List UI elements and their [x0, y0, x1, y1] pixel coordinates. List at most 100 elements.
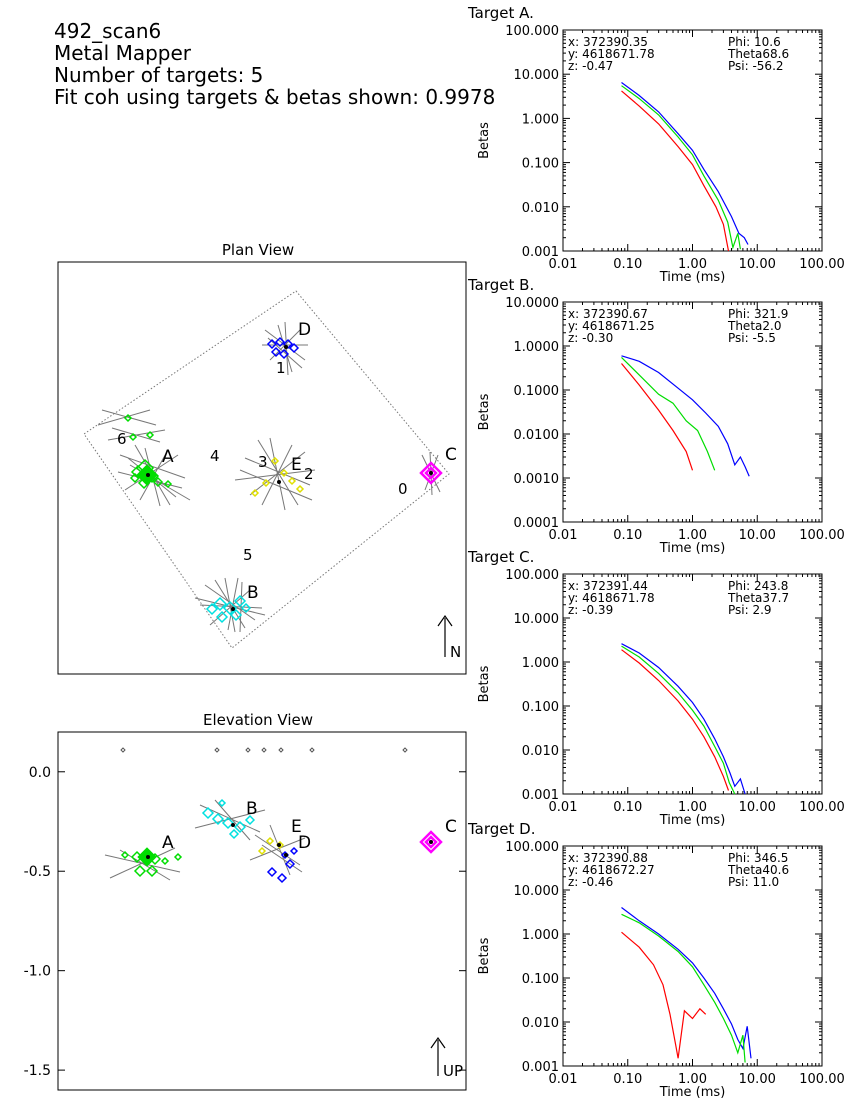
- beta-ytick-label: 1.000: [522, 656, 559, 671]
- plan-center-d: [284, 345, 288, 349]
- beta-info-theta: Theta68.6: [727, 47, 789, 61]
- beta-info-psi: Psi: 11.0: [728, 875, 779, 889]
- plan-number-3: 3: [258, 453, 268, 471]
- beta-panel-ylabel: Betas: [477, 122, 492, 159]
- elevation-center-c: [429, 840, 433, 844]
- elevation-label-a: A: [162, 833, 174, 853]
- beta-info-phi: Phi: 243.8: [728, 579, 788, 593]
- plan-label-b: B: [247, 583, 259, 603]
- beta-info-phi: Phi: 321.9: [728, 307, 788, 321]
- beta-panel-ylabel: Betas: [477, 393, 492, 430]
- beta-panel-title: Target D.: [467, 820, 536, 838]
- beta-info-y: y: 4618671.25: [568, 319, 655, 333]
- north-label: N: [450, 643, 461, 661]
- elevation-markers-b: [201, 798, 256, 840]
- beta-series-blue: [621, 907, 752, 1059]
- beta-series-green: [621, 913, 746, 1063]
- elevation-view-frame: [57, 731, 467, 1091]
- plan-label-c: C: [445, 445, 457, 465]
- plan-center-c: [429, 471, 433, 475]
- beta-info-z: z: -0.30: [568, 331, 613, 345]
- beta-info-y: y: 4618671.78: [568, 47, 655, 61]
- elevation-label-c: C: [445, 817, 457, 837]
- beta-series-blue: [621, 355, 750, 477]
- plan-number-6: 6: [117, 430, 127, 448]
- beta-ytick-label: 0.0100: [514, 428, 560, 443]
- beta-info-z: z: -0.46: [568, 875, 613, 889]
- beta-ytick-label: 0.1000: [514, 384, 560, 399]
- number-of-targets: Number of targets: 5: [54, 63, 264, 87]
- beta-panel: Target B. Betas Time (ms) 0.01 0.10 1.00 10.00…: [467, 276, 845, 556]
- beta-ytick-label: 10.000: [514, 68, 560, 83]
- beta-info-y: y: 4618671.78: [568, 591, 655, 605]
- beta-panel: Target C. Betas Time (ms) 0.01 0.10 1.00 10.00…: [467, 548, 845, 828]
- beta-panel-title: Target C.: [467, 548, 534, 566]
- beta-series-green: [621, 85, 741, 250]
- elevation-marker-c: [419, 830, 443, 854]
- beta-panel-xlabel: Time (ms): [659, 1085, 726, 1100]
- beta-decay-panels: Target A. Betas Time (ms) 0.01 0.10 1.00 10.00…: [467, 4, 845, 1100]
- beta-xtick-label: 0.10: [613, 1072, 642, 1087]
- beta-xtick-label: 100.00: [799, 800, 845, 815]
- beta-xtick-label: 10.00: [739, 1072, 776, 1087]
- plan-center-b: [231, 607, 235, 611]
- beta-series-green: [621, 645, 736, 795]
- beta-xtick-label: 1.00: [678, 257, 707, 272]
- elevation-view-title: Elevation View: [203, 711, 313, 729]
- elevation-label-e: E: [291, 817, 302, 837]
- plan-label-a: A: [162, 447, 174, 467]
- beta-xtick-label: 0.10: [613, 257, 642, 272]
- beta-panel: Target D. Betas Time (ms) 0.01 0.10 1.00 10.00…: [467, 820, 845, 1100]
- beta-ytick-label: 10.0000: [505, 296, 559, 311]
- elevation-center-d: [284, 853, 288, 857]
- beta-info-psi: Psi: 2.9: [728, 603, 772, 617]
- beta-ytick-label: 0.100: [522, 700, 559, 715]
- beta-series-red: [621, 931, 707, 1059]
- beta-info-y: y: 4618672.27: [568, 863, 655, 877]
- beta-xtick-label: 0.01: [549, 528, 578, 543]
- beta-xtick-label: 0.01: [549, 1072, 578, 1087]
- plan-label-d: D: [298, 320, 311, 340]
- beta-panel-title: Target A.: [467, 4, 534, 22]
- beta-ytick-label: 0.0010: [514, 472, 560, 487]
- beta-panel-ylabel: Betas: [477, 937, 492, 974]
- beta-xtick-label: 0.01: [549, 800, 578, 815]
- elevation-view: Elevation View 0.0 -0.5 -1.0 -1.5: [24, 711, 467, 1091]
- beta-ytick-label: 0.0001: [514, 516, 560, 531]
- plan-streaks-e: [234, 437, 316, 511]
- beta-ytick-label: 1.000: [522, 112, 559, 127]
- sensor-name: Metal Mapper: [54, 41, 192, 65]
- beta-panel: Target A. Betas Time (ms) 0.01 0.10 1.00 10.00…: [467, 4, 845, 285]
- beta-info-theta: Theta40.6: [727, 863, 789, 877]
- beta-info-z: z: -0.39: [568, 603, 613, 617]
- beta-xtick-label: 100.00: [799, 257, 845, 272]
- beta-ytick-label: 100.000: [505, 568, 559, 583]
- beta-ytick-label: 100.000: [505, 24, 559, 39]
- beta-ytick-label: 10.000: [514, 612, 560, 627]
- elevation-y-axis: 0.0 -0.5 -1.0 -1.5: [24, 765, 466, 1079]
- beta-ytick-label: 0.010: [522, 744, 559, 759]
- elevation-ytick-label: -0.5: [24, 864, 51, 880]
- scan-name: 492_scan6: [54, 19, 162, 43]
- beta-series-blue: [621, 643, 746, 795]
- plan-number-1: 1: [276, 359, 286, 377]
- beta-xtick-label: 100.00: [799, 1072, 845, 1087]
- beta-info-x: x: 372391.44: [568, 579, 648, 593]
- beta-panel-xlabel: Time (ms): [659, 813, 726, 828]
- elevation-ytick-label: -1.0: [24, 964, 51, 980]
- plan-center-a: [146, 473, 150, 477]
- beta-info-x: x: 372390.88: [568, 851, 648, 865]
- elevation-ytick-label: 0.0: [29, 765, 51, 781]
- elevation-center-a: [146, 855, 150, 859]
- beta-info-phi: Phi: 346.5: [728, 851, 788, 865]
- beta-series-red: [621, 649, 730, 791]
- plan-number-4: 4: [210, 447, 220, 465]
- elevation-label-b: B: [246, 799, 258, 819]
- beta-info-x: x: 372390.35: [568, 35, 648, 49]
- beta-ytick-label: 10.000: [514, 884, 560, 899]
- elevation-sensor-markers: [120, 747, 408, 753]
- beta-ytick-label: 1.0000: [514, 340, 560, 355]
- plan-markers-b: [205, 594, 252, 624]
- beta-xtick-label: 1.00: [678, 528, 707, 543]
